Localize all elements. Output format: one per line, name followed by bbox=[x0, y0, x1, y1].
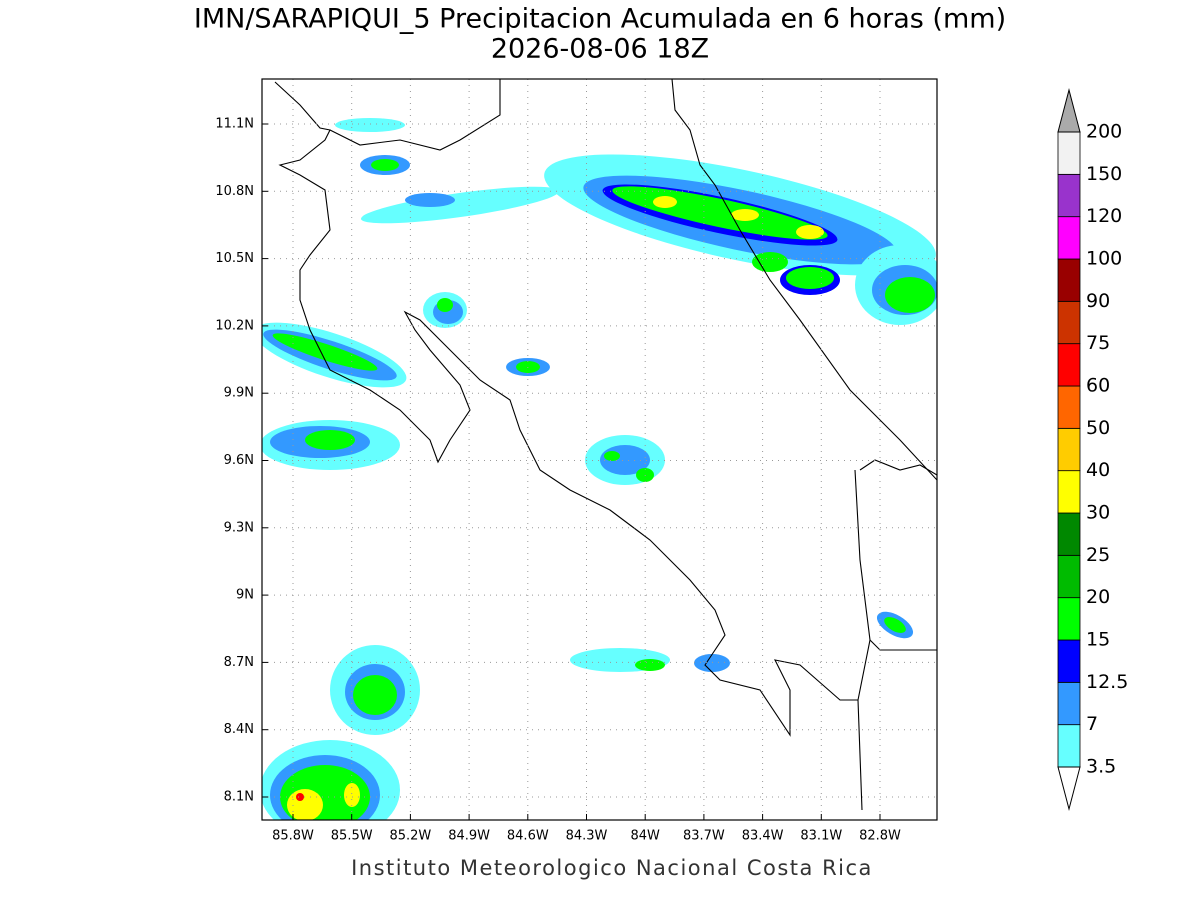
colorbar-label: 12.5 bbox=[1086, 671, 1128, 693]
lon-tick-label: 85.5W bbox=[331, 829, 373, 844]
colorbar-label: 120 bbox=[1086, 205, 1122, 227]
colorbar-label: 90 bbox=[1086, 290, 1110, 312]
lat-tick-label: 11.1N bbox=[215, 117, 254, 132]
lat-tick-label: 10.2N bbox=[215, 318, 254, 333]
lat-tick-label: 10.8N bbox=[215, 184, 254, 199]
lon-tick-label: 83.4W bbox=[742, 829, 784, 844]
colorbar-segment bbox=[1057, 258, 1081, 302]
colorbar-label: 50 bbox=[1086, 417, 1110, 439]
lat-tick-label: 9.3N bbox=[224, 520, 254, 535]
lon-tick-label: 84.3W bbox=[566, 829, 608, 844]
lat-tick-label: 9N bbox=[236, 588, 254, 603]
lon-tick-label: 84.9W bbox=[448, 829, 490, 844]
colorbar-under bbox=[1057, 766, 1081, 811]
colorbar-label: 30 bbox=[1086, 502, 1110, 524]
lon-tick-label: 83.1W bbox=[800, 829, 842, 844]
lon-tick-label: 84W bbox=[630, 829, 660, 844]
colorbar-segment bbox=[1057, 343, 1081, 387]
colorbar-segment bbox=[1057, 554, 1081, 599]
graticule: 11.1N 10.8N 10.5N 10.2N 9.9N 9.6N 9.3N 9N 8.7N 8.… bbox=[215, 79, 937, 844]
map-frame bbox=[261, 78, 938, 821]
colorbar-label: 20 bbox=[1086, 586, 1110, 608]
colorbar-segment bbox=[1057, 131, 1081, 175]
colorbar-segment bbox=[1057, 427, 1081, 472]
lat-tick-label: 8.1N bbox=[224, 790, 254, 805]
coastlines bbox=[274, 79, 937, 811]
colorbar-label: 25 bbox=[1086, 544, 1110, 566]
colorbar-segment bbox=[1057, 681, 1081, 726]
colorbar-label: 150 bbox=[1086, 163, 1122, 185]
colorbar-label: 40 bbox=[1086, 459, 1110, 481]
colorbar-over bbox=[1057, 88, 1081, 133]
lon-tick-label: 84.6W bbox=[507, 829, 549, 844]
lat-tick-label: 9.6N bbox=[224, 453, 254, 468]
colorbar-segment bbox=[1057, 470, 1081, 514]
colorbar-segment bbox=[1057, 639, 1081, 683]
lat-tick-label: 9.9N bbox=[224, 386, 254, 401]
colorbar-label: 7 bbox=[1086, 713, 1098, 735]
lat-tick-label: 8.7N bbox=[224, 655, 254, 670]
colorbar-label: 100 bbox=[1086, 248, 1122, 270]
lat-tick-label: 8.4N bbox=[224, 722, 254, 737]
colorbar-segment bbox=[1057, 300, 1081, 345]
title: IMN/SARAPIQUI_5 Precipitacion Acumulada … bbox=[194, 4, 1006, 35]
lon-tick-label: 85.8W bbox=[272, 829, 314, 844]
colorbar-segment bbox=[1057, 173, 1081, 218]
colorbar-label: 75 bbox=[1086, 332, 1110, 354]
colorbar-segment bbox=[1057, 512, 1081, 556]
colorbar-segment bbox=[1057, 597, 1081, 641]
colorbar-label: 3.5 bbox=[1086, 756, 1116, 778]
colorbar-label: 200 bbox=[1086, 121, 1122, 143]
lon-tick-label: 85.2W bbox=[389, 829, 431, 844]
precip-field bbox=[262, 118, 937, 820]
lat-tick-label: 10.5N bbox=[215, 251, 254, 266]
colorbar-label: 60 bbox=[1086, 375, 1110, 397]
colorbar: 3.5 7 12.5 15 20 25 30 40 50 60 75 90 100 120 150 200 bbox=[1057, 88, 1128, 811]
footer: Instituto Meteorologico Nacional Costa R… bbox=[351, 856, 873, 880]
colorbar-segment bbox=[1057, 724, 1081, 768]
lon-tick-label: 82.8W bbox=[859, 829, 901, 844]
subtitle: 2026-08-06 18Z bbox=[491, 34, 709, 65]
colorbar-label: 15 bbox=[1086, 629, 1110, 651]
colorbar-segment bbox=[1057, 385, 1081, 429]
colorbar-segment bbox=[1057, 216, 1081, 260]
lon-tick-label: 83.7W bbox=[683, 829, 725, 844]
